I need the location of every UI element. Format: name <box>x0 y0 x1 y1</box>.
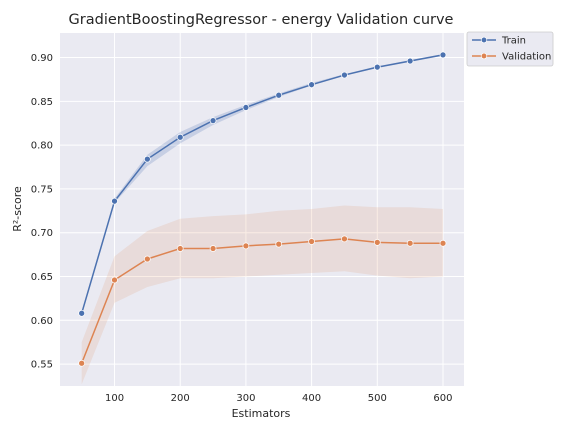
validation-point <box>439 239 447 247</box>
validation-point <box>111 276 118 284</box>
train-point <box>275 91 283 99</box>
y-tick-label: 0.80 <box>31 141 53 152</box>
x-tick-label: 500 <box>368 393 387 404</box>
train-point <box>111 197 118 205</box>
train-point <box>176 133 184 141</box>
validation-point <box>275 240 283 248</box>
series-lines <box>80 54 444 364</box>
validation-point <box>373 238 381 246</box>
x-tick-label: 300 <box>236 393 255 404</box>
train-point <box>242 104 250 111</box>
x-axis-label: Estimators <box>232 407 291 420</box>
legend-train-label: Train <box>501 36 526 47</box>
train-point <box>78 309 86 317</box>
train-point <box>341 71 348 79</box>
validation-line <box>80 238 443 364</box>
confidence-bands <box>81 54 443 385</box>
y-tick-label: 0.85 <box>31 97 53 108</box>
y-tick-label: 0.70 <box>31 228 53 239</box>
x-tick-label: 600 <box>433 393 452 404</box>
validation-point <box>406 239 414 247</box>
validation-confidence-band <box>81 205 443 385</box>
train-point <box>209 117 217 124</box>
train-point <box>439 51 447 59</box>
train-point <box>308 81 315 89</box>
x-tick-labels: 100 200 300 400 500 600 <box>105 393 453 404</box>
y-tick-label: 0.75 <box>31 184 53 195</box>
legend-validation-marker <box>480 52 488 60</box>
x-tick-label: 400 <box>302 393 321 404</box>
y-tick-label: 0.60 <box>31 316 53 327</box>
validation-point <box>242 242 250 250</box>
legend-train-marker <box>480 36 488 44</box>
y-tick-label: 0.55 <box>31 360 53 371</box>
x-tick-label: 100 <box>105 393 124 404</box>
x-tick-label: 200 <box>171 393 190 404</box>
validation-point <box>308 238 315 245</box>
validation-point <box>144 255 151 263</box>
chart-title: GradientBoostingRegressor - energy Valid… <box>69 12 454 28</box>
y-tick-label: 0.65 <box>31 272 53 283</box>
gridlines <box>60 33 464 386</box>
validation-point <box>176 245 184 252</box>
y-tick-labels: 0.55 0.60 0.65 0.70 0.75 0.80 0.85 0.90 <box>31 53 53 371</box>
validation-point <box>209 245 217 252</box>
train-line <box>80 54 444 314</box>
train-point <box>406 57 414 65</box>
series-markers <box>78 51 447 367</box>
validation-point <box>341 235 348 243</box>
plot-area <box>60 33 464 386</box>
validation-point <box>78 359 86 367</box>
legend-validation-label: Validation <box>502 52 551 63</box>
y-axis-label: R²-score <box>11 186 24 232</box>
train-point <box>373 63 381 71</box>
train-point <box>144 155 151 163</box>
legend: Train Validation <box>466 31 554 67</box>
y-tick-label: 0.90 <box>31 53 53 64</box>
